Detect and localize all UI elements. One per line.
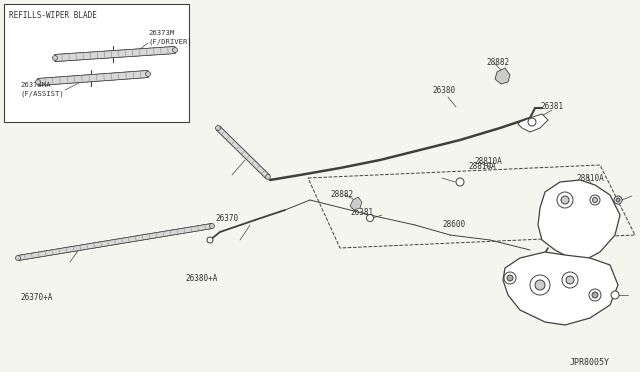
- Circle shape: [266, 174, 271, 180]
- Circle shape: [507, 275, 513, 281]
- Circle shape: [593, 198, 598, 202]
- Text: 28810A: 28810A: [474, 157, 502, 166]
- Circle shape: [173, 48, 177, 52]
- Polygon shape: [350, 197, 362, 210]
- Bar: [4, 4, 189, 122]
- Text: 28810A: 28810A: [578, 280, 605, 289]
- Text: 26370: 26370: [215, 214, 238, 223]
- Text: 28810A: 28810A: [576, 174, 604, 183]
- Text: 26380: 26380: [432, 86, 455, 95]
- Text: 28810A: 28810A: [468, 162, 496, 171]
- Circle shape: [611, 291, 619, 299]
- Polygon shape: [518, 114, 548, 132]
- Circle shape: [207, 237, 213, 243]
- Text: 28600: 28600: [442, 220, 465, 229]
- Text: 26373M: 26373M: [148, 30, 174, 36]
- Circle shape: [209, 224, 214, 228]
- Circle shape: [614, 196, 622, 204]
- Circle shape: [367, 215, 374, 221]
- Text: 26381: 26381: [350, 208, 373, 217]
- Circle shape: [528, 118, 536, 126]
- Circle shape: [592, 292, 598, 298]
- Polygon shape: [503, 252, 618, 325]
- Polygon shape: [538, 180, 620, 260]
- Text: JPR8005Y: JPR8005Y: [570, 358, 610, 367]
- Text: 26381: 26381: [540, 102, 563, 111]
- Circle shape: [562, 272, 578, 288]
- Circle shape: [530, 275, 550, 295]
- Circle shape: [616, 198, 620, 202]
- Text: REFILLS-WIPER BLADE: REFILLS-WIPER BLADE: [9, 11, 97, 20]
- Text: 28882: 28882: [486, 58, 509, 67]
- Circle shape: [15, 256, 20, 260]
- Circle shape: [52, 55, 58, 61]
- Circle shape: [589, 289, 601, 301]
- Text: 26380+A: 26380+A: [185, 274, 218, 283]
- Polygon shape: [216, 126, 269, 179]
- Text: 26373MA: 26373MA: [20, 82, 51, 88]
- Circle shape: [145, 71, 150, 77]
- Circle shape: [504, 272, 516, 284]
- Circle shape: [561, 196, 569, 204]
- Polygon shape: [55, 46, 175, 61]
- Text: 28882: 28882: [330, 190, 353, 199]
- Circle shape: [566, 276, 574, 284]
- Polygon shape: [17, 224, 212, 260]
- Circle shape: [590, 195, 600, 205]
- Circle shape: [535, 280, 545, 290]
- Polygon shape: [38, 71, 148, 86]
- Circle shape: [216, 125, 221, 131]
- Circle shape: [456, 178, 464, 186]
- Polygon shape: [495, 68, 510, 84]
- Circle shape: [529, 119, 536, 125]
- Text: (F/DRIVER): (F/DRIVER): [148, 38, 192, 45]
- Text: 26370+A: 26370+A: [20, 293, 52, 302]
- Circle shape: [557, 192, 573, 208]
- Text: (F/ASSIST): (F/ASSIST): [20, 90, 64, 96]
- Circle shape: [35, 80, 40, 84]
